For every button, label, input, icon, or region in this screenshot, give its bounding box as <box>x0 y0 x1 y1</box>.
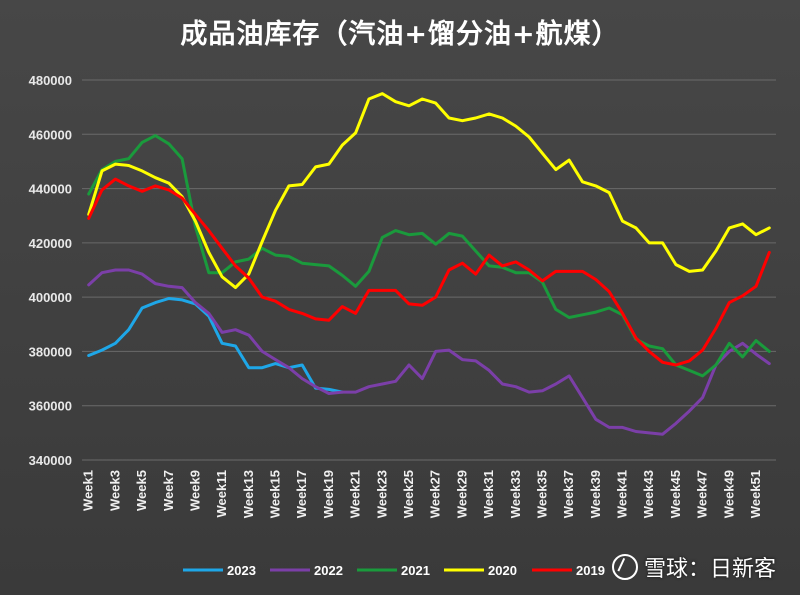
x-tick-label: Week41 <box>615 470 630 518</box>
x-tick-label: Week45 <box>668 470 683 518</box>
x-tick-label: Week19 <box>321 470 336 518</box>
legend-label-2020: 2020 <box>488 563 517 578</box>
x-tick-label: Week7 <box>161 470 176 511</box>
y-tick-label: 360000 <box>29 399 72 414</box>
x-tick-label: Week9 <box>187 470 202 511</box>
x-tick-label: Week15 <box>268 470 283 518</box>
legend-label-2023: 2023 <box>227 563 256 578</box>
y-axis-ticks: 340000 360000 380000 400000 420000 440000 4600… <box>29 73 72 468</box>
y-tick-label: 400000 <box>29 290 72 305</box>
x-tick-label: Week39 <box>588 470 603 518</box>
series-line-2022 <box>87 268 771 436</box>
y-tick-label: 440000 <box>29 182 72 197</box>
chart-title: 成品油库存（汽油+馏分油+航煤） <box>180 19 620 50</box>
x-tick-label: Week23 <box>374 470 389 518</box>
x-tick-label: Week37 <box>561 470 576 518</box>
x-tick-label: Week35 <box>534 470 549 518</box>
x-tick-label: Week13 <box>241 470 256 518</box>
y-tick-label: 340000 <box>29 453 72 468</box>
x-axis-ticks: Week1 Week3 Week5 Week7 Week9 Week11 Week13 Wee… <box>81 470 763 518</box>
x-tick-label: Week43 <box>641 470 656 518</box>
x-tick-label: Week21 <box>348 470 363 518</box>
legend-label-2021: 2021 <box>401 563 430 578</box>
xueqiu-logo-icon <box>611 554 638 580</box>
x-tick-label: Week17 <box>294 470 309 518</box>
legend-label-2022: 2022 <box>314 563 343 578</box>
series-lines <box>87 92 771 436</box>
x-tick-label: Week1 <box>81 470 96 511</box>
y-tick-label: 480000 <box>29 73 72 88</box>
series-line-2021 <box>87 134 771 378</box>
watermark-text: 雪球：日新客 <box>643 557 776 582</box>
series-line-2020 <box>87 92 771 290</box>
x-tick-label: Week49 <box>721 470 736 518</box>
x-tick-label: Week25 <box>401 470 416 518</box>
series-line-2023 <box>87 297 344 394</box>
series-line-2019 <box>87 177 771 367</box>
y-tick-label: 460000 <box>29 127 72 142</box>
x-tick-label: Week47 <box>695 470 710 518</box>
x-tick-label: Week33 <box>508 470 523 518</box>
x-tick-label: Week27 <box>428 470 443 518</box>
x-tick-label: Week11 <box>214 470 229 517</box>
x-tick-label: Week29 <box>454 470 469 518</box>
y-tick-label: 380000 <box>29 344 72 359</box>
y-tick-label: 420000 <box>29 236 72 251</box>
watermark: 雪球：日新客 <box>611 551 776 583</box>
x-tick-label: Week3 <box>107 470 122 511</box>
legend: 2023 2022 2021 2020 2019 <box>183 563 605 578</box>
grid-lines <box>82 79 776 461</box>
x-tick-label: Week5 <box>134 470 149 511</box>
legend-label-2019: 2019 <box>576 563 605 578</box>
x-tick-label: Week31 <box>481 470 496 518</box>
x-tick-label: Week51 <box>748 470 763 518</box>
